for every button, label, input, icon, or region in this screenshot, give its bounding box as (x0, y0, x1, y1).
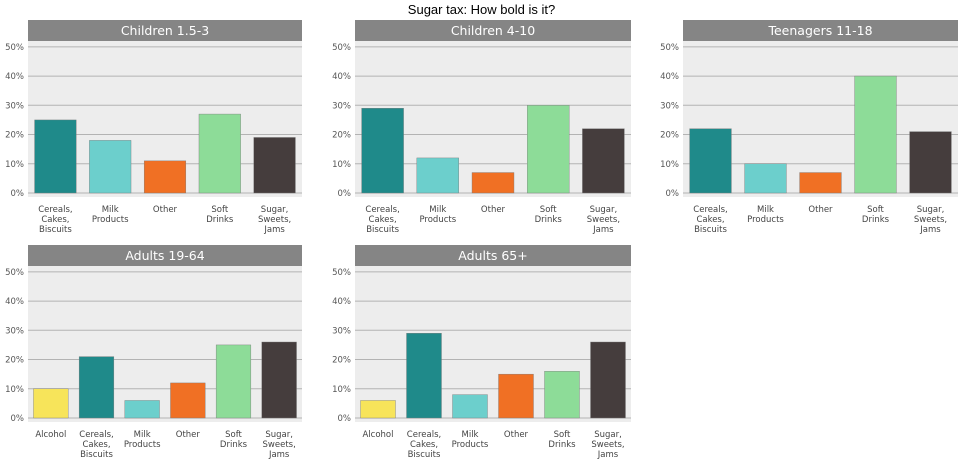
x-category-label: Sugar, Sweets, Jams (258, 205, 291, 235)
x-category-label: Milk Products (747, 205, 784, 225)
x-category-label: Cereals, Cakes, Biscuits (407, 430, 441, 460)
x-category-label: Milk Products (124, 430, 161, 450)
y-tick-label: 20% (5, 131, 24, 141)
y-tick-label: 0% (11, 414, 25, 424)
y-tick-label: 10% (660, 160, 679, 170)
y-tick-label: 20% (660, 131, 679, 141)
x-category-label: Other (808, 205, 833, 215)
x-category-label: Cereals, Cakes, Biscuits (693, 205, 727, 235)
x-category-label: Other (504, 430, 529, 440)
bar (590, 341, 626, 419)
x-category-label: Milk Products (92, 205, 129, 225)
y-tick-label: 50% (5, 43, 24, 53)
bar (261, 341, 297, 419)
facet-strip (355, 20, 631, 41)
facet-strip (28, 245, 302, 266)
bar (854, 75, 897, 194)
bar (143, 160, 187, 194)
facet-title: Adults 19-64 (125, 248, 204, 263)
bar (170, 382, 206, 419)
y-tick-label: 50% (332, 268, 351, 278)
y-tick-label: 10% (332, 385, 351, 395)
y-tick-label: 0% (338, 414, 352, 424)
y-tick-label: 30% (660, 101, 679, 111)
x-category-label: Soft Drinks (862, 205, 890, 225)
x-category-label: Soft Drinks (206, 205, 234, 225)
x-category-label: Soft Drinks (548, 430, 576, 450)
y-tick-label: 30% (332, 101, 351, 111)
y-tick-label: 20% (332, 356, 351, 366)
y-tick-label: 50% (332, 43, 351, 53)
bar (799, 172, 842, 194)
chart-title: Sugar tax: How bold is it? (407, 2, 556, 17)
y-tick-label: 10% (5, 385, 24, 395)
x-category-label: Milk Products (419, 205, 456, 225)
bar (34, 119, 77, 194)
facet-title: Adults 65+ (458, 248, 527, 263)
bar (89, 140, 132, 194)
bar (471, 172, 515, 194)
y-tick-label: 40% (332, 297, 351, 307)
plot-panel (28, 266, 302, 422)
y-tick-label: 30% (5, 326, 24, 336)
x-category-label: Cereals, Cakes, Biscuits (79, 430, 113, 460)
x-category-label: Other (176, 430, 201, 440)
x-category-label: Other (153, 205, 178, 215)
bar (909, 131, 952, 194)
bar (253, 137, 296, 194)
x-category-label: Alcohol (35, 430, 66, 440)
bar (416, 157, 459, 194)
bar (498, 373, 534, 419)
y-tick-label: 40% (5, 297, 24, 307)
x-category-label: Sugar, Sweets, Jams (587, 205, 620, 235)
facet-title: Teenagers 11-18 (767, 23, 872, 38)
bar (215, 344, 252, 419)
x-category-label: Sugar, Sweets, Jams (591, 430, 624, 460)
x-category-label: Soft Drinks (220, 430, 248, 450)
bar (452, 394, 488, 419)
plot-panel (355, 266, 631, 422)
facet-strip (28, 20, 302, 41)
y-tick-label: 50% (660, 43, 679, 53)
bar (689, 128, 732, 194)
y-tick-label: 20% (5, 356, 24, 366)
bar (78, 356, 115, 419)
facet-strip (355, 245, 631, 266)
y-tick-label: 40% (332, 72, 351, 82)
x-category-label: Other (481, 205, 506, 215)
bar (124, 400, 160, 419)
y-tick-label: 40% (660, 72, 679, 82)
y-tick-label: 40% (5, 72, 24, 82)
y-tick-label: 10% (5, 160, 24, 170)
bar (582, 128, 625, 194)
bar (544, 371, 580, 419)
x-category-label: Cereals, Cakes, Biscuits (38, 205, 72, 235)
x-category-label: Soft Drinks (535, 205, 563, 225)
y-tick-label: 10% (332, 160, 351, 170)
y-tick-label: 0% (11, 189, 25, 199)
y-tick-label: 0% (338, 189, 352, 199)
y-tick-label: 0% (666, 189, 680, 199)
x-category-label: Sugar, Sweets, Jams (914, 205, 947, 235)
facet-strip (683, 20, 958, 41)
y-tick-label: 50% (5, 268, 24, 278)
bar (527, 105, 570, 194)
bar (198, 113, 241, 194)
bar (744, 163, 787, 194)
bar (33, 388, 69, 419)
bar (360, 400, 396, 419)
bar (361, 108, 404, 194)
x-category-label: Milk Products (452, 430, 489, 450)
bar (406, 333, 442, 419)
x-category-label: Alcohol (363, 430, 394, 440)
y-tick-label: 30% (5, 101, 24, 111)
facet-title: Children 1.5-3 (121, 23, 209, 38)
y-tick-label: 20% (332, 131, 351, 141)
facet-title: Children 4-10 (451, 23, 535, 38)
x-category-label: Sugar, Sweets, Jams (263, 430, 296, 460)
y-tick-label: 30% (332, 326, 351, 336)
x-category-label: Cereals, Cakes, Biscuits (365, 205, 399, 235)
